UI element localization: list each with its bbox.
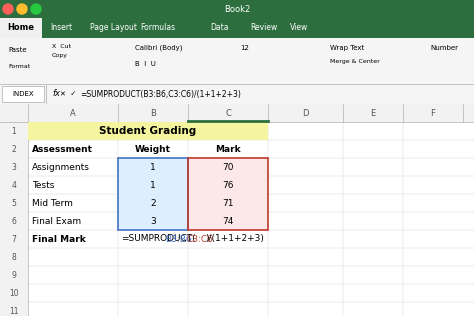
Text: Insert: Insert: [50, 23, 72, 33]
Text: Student Grading: Student Grading: [100, 126, 197, 136]
Bar: [0, 104, 474, 122]
Text: B3:B6: B3:B6: [165, 234, 191, 244]
Text: INDEX: INDEX: [12, 91, 34, 97]
Text: 70: 70: [222, 162, 234, 172]
Bar: [0, 18, 42, 38]
Text: 8: 8: [12, 252, 17, 262]
Bar: [188, 158, 268, 176]
Bar: [2, 86, 44, 102]
Text: Final Mark: Final Mark: [32, 234, 86, 244]
Text: Calibri (Body): Calibri (Body): [135, 45, 182, 51]
Bar: [118, 212, 188, 230]
Bar: [0, 18, 474, 38]
Bar: [28, 122, 268, 140]
Text: Book2: Book2: [224, 4, 250, 14]
Bar: [0, 104, 28, 122]
Text: Wrap Text: Wrap Text: [330, 45, 364, 51]
Text: Home: Home: [8, 23, 35, 33]
Text: fx: fx: [52, 89, 60, 99]
Text: Weight: Weight: [135, 144, 171, 154]
Text: C3:C6: C3:C6: [187, 234, 214, 244]
Text: Assessment: Assessment: [32, 144, 93, 154]
Text: 2: 2: [12, 144, 17, 154]
Text: C: C: [225, 108, 231, 118]
Bar: [0, 104, 474, 316]
Bar: [188, 212, 268, 230]
Text: 1: 1: [150, 162, 156, 172]
Text: Formulas: Formulas: [140, 23, 175, 33]
Bar: [188, 176, 268, 194]
Circle shape: [31, 4, 41, 14]
Text: Assignments: Assignments: [32, 162, 90, 172]
Text: Number: Number: [430, 45, 458, 51]
Text: Data: Data: [210, 23, 228, 33]
Text: 12: 12: [240, 45, 249, 51]
Text: A: A: [70, 108, 76, 118]
Text: 3: 3: [11, 162, 17, 172]
Text: 4: 4: [11, 180, 17, 190]
Text: Tests: Tests: [32, 180, 55, 190]
Text: )/(1+1+2+3): )/(1+1+2+3): [205, 234, 264, 244]
Text: 74: 74: [222, 216, 234, 226]
Text: 1: 1: [12, 126, 17, 136]
Text: 3: 3: [150, 216, 156, 226]
Circle shape: [17, 4, 27, 14]
Text: 6: 6: [11, 216, 17, 226]
Bar: [0, 84, 474, 104]
Bar: [118, 194, 188, 212]
Text: Final Exam: Final Exam: [32, 216, 81, 226]
Text: 11: 11: [9, 307, 19, 315]
Bar: [188, 194, 268, 212]
Text: Page Layout: Page Layout: [90, 23, 137, 33]
Text: Mid Term: Mid Term: [32, 198, 73, 208]
Text: 7: 7: [11, 234, 17, 244]
Circle shape: [3, 4, 13, 14]
Text: Mark: Mark: [215, 144, 241, 154]
Text: ,: ,: [183, 234, 186, 244]
Text: Review: Review: [250, 23, 277, 33]
Text: F: F: [430, 108, 436, 118]
Text: E: E: [370, 108, 375, 118]
Text: B: B: [150, 108, 156, 118]
Text: =SUMPRODUCT(B3:B6,C3:C6)/(1+1+2+3): =SUMPRODUCT(B3:B6,C3:C6)/(1+1+2+3): [80, 89, 241, 99]
Text: ✕  ✓: ✕ ✓: [60, 91, 76, 97]
Bar: [0, 104, 28, 316]
Text: View: View: [290, 23, 308, 33]
Text: 5: 5: [11, 198, 17, 208]
Text: X  Cut: X Cut: [52, 44, 71, 48]
Bar: [118, 158, 188, 176]
Bar: [118, 176, 188, 194]
Text: Paste: Paste: [8, 47, 27, 53]
Bar: [0, 38, 474, 84]
Text: Merge & Center: Merge & Center: [330, 59, 380, 64]
Text: D: D: [302, 108, 309, 118]
Text: B  I  U: B I U: [135, 61, 156, 67]
Text: 9: 9: [11, 270, 17, 279]
Text: Format: Format: [8, 64, 30, 69]
Text: 76: 76: [222, 180, 234, 190]
Text: 10: 10: [9, 289, 19, 297]
Bar: [188, 158, 268, 230]
Bar: [118, 158, 188, 230]
Bar: [0, 0, 474, 18]
Text: 71: 71: [222, 198, 234, 208]
Text: Copy: Copy: [52, 53, 68, 58]
Text: 2: 2: [150, 198, 156, 208]
Text: 1: 1: [150, 180, 156, 190]
Text: =SUMPRODUCT(: =SUMPRODUCT(: [121, 234, 196, 244]
